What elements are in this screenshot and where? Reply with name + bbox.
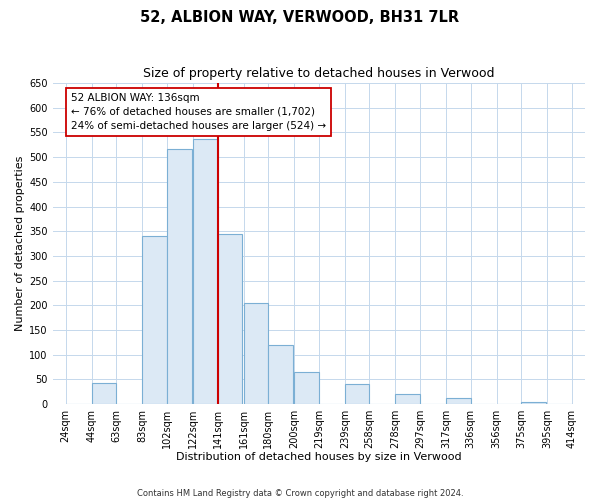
Text: 52, ALBION WAY, VERWOOD, BH31 7LR: 52, ALBION WAY, VERWOOD, BH31 7LR — [140, 10, 460, 25]
Bar — [294, 372, 319, 404]
Bar — [218, 234, 242, 404]
X-axis label: Distribution of detached houses by size in Verwood: Distribution of detached houses by size … — [176, 452, 461, 462]
Bar — [92, 384, 116, 404]
Y-axis label: Number of detached properties: Number of detached properties — [15, 156, 25, 332]
Bar — [193, 139, 218, 404]
Text: Contains HM Land Registry data © Crown copyright and database right 2024.: Contains HM Land Registry data © Crown c… — [137, 488, 463, 498]
Bar — [244, 304, 268, 404]
Text: 52 ALBION WAY: 136sqm
← 76% of detached houses are smaller (1,702)
24% of semi-d: 52 ALBION WAY: 136sqm ← 76% of detached … — [71, 93, 326, 131]
Bar — [268, 345, 293, 404]
Bar — [167, 148, 191, 404]
Title: Size of property relative to detached houses in Verwood: Size of property relative to detached ho… — [143, 68, 494, 80]
Bar — [395, 394, 420, 404]
Bar — [521, 402, 546, 404]
Bar — [142, 236, 167, 404]
Bar — [446, 398, 471, 404]
Bar — [345, 384, 370, 404]
